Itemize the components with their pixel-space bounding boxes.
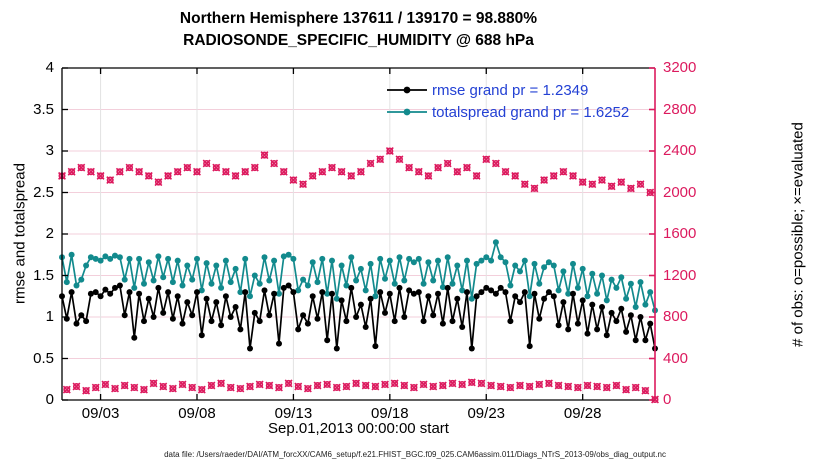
left-tick-label: 3 [45,142,54,159]
legend-label-rmse: rmse grand pr = 1.2349 [432,81,589,99]
legend-label-totalspread: totalspread grand pr = 1.6252 [432,103,630,121]
totalspread-line-sample-icon [387,108,427,116]
x-tick-label: 09/08 [178,405,216,422]
x-tick-label: 09/23 [467,405,506,422]
obs-count-markers [58,147,659,404]
right-tick-label: 0 [663,391,672,408]
chart-subtitle: RADIOSONDE_SPECIFIC_HUMIDITY @ 688 hPa [183,32,534,49]
x-axis-label: Sep.01,2013 00:00:00 start [268,420,449,437]
left-tick-label: 1.5 [33,266,54,284]
rmse-series [59,282,658,352]
x-tick-label: 09/13 [274,405,313,422]
left-tick-label: 3.5 [33,100,54,118]
right-tick-label: 800 [663,308,689,325]
chart-title: Northern Hemisphere 137611 / 139170 = 98… [179,10,538,27]
left-tick-label: 4 [45,59,54,76]
legend-entry-totalspread: totalspread grand pr = 1.6252 [386,101,629,123]
left-tick-label: 2 [45,225,54,242]
right-tick-label: 1200 [663,266,697,284]
x-tick-label: 09/28 [563,405,602,422]
data-file-path: data file: /Users/raeder/DAI/ATM_forcXX/… [164,450,666,459]
right-axis-label: # of obs: o=possible; ×=evaluated [789,122,807,347]
left-tick-label: 0.5 [33,349,54,367]
right-tick-label: 2800 [663,100,697,118]
left-tick-label: 0 [45,391,54,408]
right-tick-label: 3200 [663,59,697,76]
chart-legend: rmse grand pr = 1.2349 totalspread grand… [386,79,629,123]
x-tick-label: 09/18 [371,405,409,422]
rmse-line-sample-icon [387,86,427,94]
right-tick-label: 1600 [663,225,697,242]
right-tick-label: 400 [663,349,689,367]
right-tick-label: 2400 [663,142,697,159]
legend-entry-rmse: rmse grand pr = 1.2349 [386,79,629,101]
x-tick-label: 09/03 [81,405,120,422]
totalspread-series [59,239,658,314]
left-tick-label: 2.5 [33,183,54,201]
right-tick-label: 2000 [663,183,697,201]
plot-box-and-ticks [61,67,656,401]
left-tick-label: 1 [45,308,54,325]
